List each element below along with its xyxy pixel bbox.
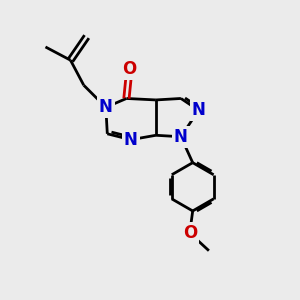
Text: N: N	[99, 98, 113, 116]
Text: O: O	[122, 60, 136, 78]
Text: N: N	[192, 101, 206, 119]
Text: O: O	[183, 224, 197, 242]
Text: N: N	[174, 128, 188, 146]
Text: N: N	[124, 131, 138, 149]
